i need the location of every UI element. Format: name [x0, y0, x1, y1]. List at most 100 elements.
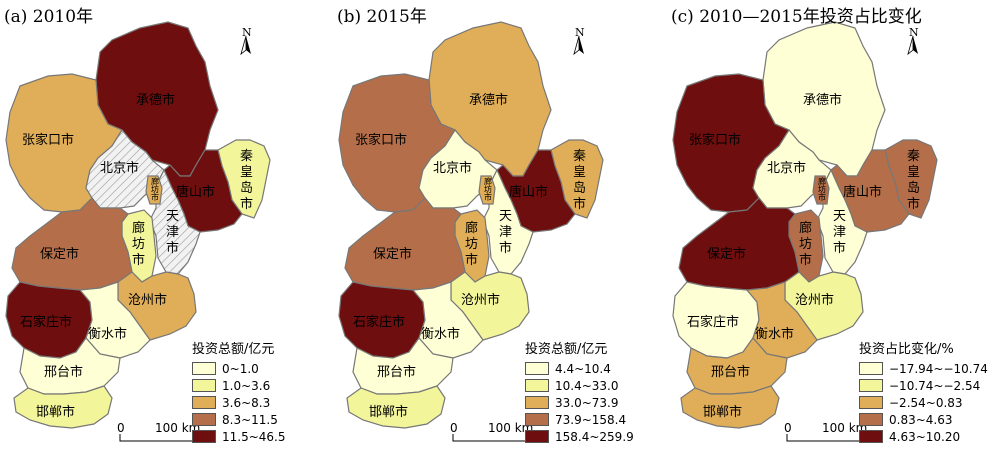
label-tianjin: 天津市 [166, 209, 179, 256]
label-hengshui: 衡水市 [755, 326, 794, 342]
legend: 投资占比变化/% −17.94~−10.74 −10.74~−2.54 −2.5… [859, 338, 988, 445]
label-chengde: 承德市 [469, 92, 508, 108]
legend-swatch [859, 379, 883, 392]
legend-item: 33.0~73.9 [525, 394, 634, 411]
legend-label: 0~1.0 [222, 361, 259, 376]
label-beijing: 北京市 [767, 160, 806, 176]
label-langfang: 廊坊市 [799, 220, 812, 268]
label-tangshan: 唐山市 [509, 184, 548, 200]
legend-item: 4.4~10.4 [525, 360, 634, 377]
label-beijing: 北京市 [100, 160, 139, 176]
legend-item: 73.9~158.4 [525, 411, 634, 428]
region-langfang-north [145, 175, 163, 205]
label-langfang: 廊坊市 [465, 220, 478, 268]
legend-label: 73.9~158.4 [555, 412, 627, 427]
label-tangshan: 唐山市 [843, 184, 882, 200]
legend-item: −2.54~0.83 [859, 394, 988, 411]
region-beijing [752, 128, 832, 209]
label-langfang: 廊坊市 [132, 220, 145, 268]
region-beijing [85, 128, 165, 209]
panel-title: (c) 2010—2015年投资占比变化 [671, 7, 922, 27]
legend-swatch [192, 379, 216, 392]
legend-item: 1.0~3.6 [192, 377, 286, 394]
legend-swatch [192, 362, 216, 375]
legend-item: 8.3~11.5 [192, 411, 286, 428]
label-tianjin: 天津市 [833, 209, 846, 256]
legend-title: 投资总额/亿元 [525, 342, 608, 357]
legend-label: 4.63~10.20 [889, 429, 961, 444]
legend-label: 1.0~3.6 [222, 378, 271, 393]
legend-item: −17.94~−10.74 [859, 360, 988, 377]
region-tianjin [482, 168, 534, 275]
label-qinhuangdao: 秦皇岛市 [573, 149, 586, 212]
region-baoding [344, 197, 466, 291]
legend-item: 3.6~8.3 [192, 394, 286, 411]
legend-label: −2.54~0.83 [889, 395, 963, 410]
legend-item: 0~1.0 [192, 360, 286, 377]
region-handan [13, 385, 113, 429]
legend-swatch [525, 362, 549, 375]
scale-distance: 100 km [488, 421, 534, 435]
scale-zero: 0 [117, 421, 125, 435]
legend-swatch [525, 413, 549, 426]
label-hengshui: 衡水市 [421, 326, 460, 342]
region-beijing [418, 128, 498, 209]
north-arrow-icon: N [904, 26, 922, 56]
legend-swatch [859, 413, 883, 426]
legend-swatch [192, 396, 216, 409]
map-panel-1: 承德市 张家口市 北京市 唐山市 保定市 沧州市 石家庄市 衡水市 邢台市 邯郸… [0, 0, 333, 451]
legend-label: 10.4~33.0 [555, 378, 619, 393]
label-chengde: 承德市 [803, 92, 842, 108]
region-baoding [678, 197, 800, 291]
scale-zero: 0 [450, 421, 458, 435]
region-tianjin [149, 168, 201, 275]
region-hengshui [745, 281, 818, 359]
region-hengshui [411, 281, 484, 359]
panel-title: (b) 2015年 [337, 7, 427, 27]
label-baoding: 保定市 [373, 246, 412, 262]
legend-label: −10.74~−2.54 [889, 378, 981, 393]
label-handan: 邯郸市 [36, 404, 75, 420]
region-langfang-north [812, 175, 830, 205]
legend-swatch [859, 362, 883, 375]
region-handan [346, 385, 446, 429]
label-baoding: 保定市 [707, 246, 746, 262]
label-tianjin: 天津市 [499, 209, 512, 256]
province-map: 承德市 张家口市 北京市 唐山市 保定市 沧州市 石家庄市 衡水市 邢台市 邯郸… [5, 21, 271, 429]
label-zhangjiakou: 张家口市 [689, 132, 741, 148]
province-map: 承德市 张家口市 北京市 唐山市 保定市 沧州市 石家庄市 衡水市 邢台市 邯郸… [338, 21, 604, 429]
legend: 投资总额/亿元 4.4~10.4 10.4~33.0 33.0~73.9 73.… [525, 338, 634, 445]
map-panel-3: 承德市 张家口市 北京市 唐山市 保定市 沧州市 石家庄市 衡水市 邢台市 邯郸… [667, 0, 1000, 451]
legend-swatch [525, 396, 549, 409]
legend-label: 4.4~10.4 [555, 361, 611, 376]
label-tangshan: 唐山市 [176, 184, 215, 200]
north-arrow-icon: N [570, 26, 588, 56]
legend-item: 10.4~33.0 [525, 377, 634, 394]
label-zhangjiakou: 张家口市 [22, 132, 74, 148]
legend-label: 158.4~259.9 [555, 429, 634, 444]
legend-swatch [525, 379, 549, 392]
legend-swatch [192, 413, 216, 426]
label-handan: 邯郸市 [369, 404, 408, 420]
province-map: 承德市 张家口市 北京市 唐山市 保定市 沧州市 石家庄市 衡水市 邢台市 邯郸… [672, 21, 938, 429]
panel-title: (a) 2010年 [4, 7, 94, 27]
label-shijiazhuang: 石家庄市 [687, 314, 739, 330]
label-shijiazhuang: 石家庄市 [353, 314, 405, 330]
legend-item: 158.4~259.9 [525, 428, 634, 445]
legend-swatch [525, 430, 549, 443]
legend-swatch [192, 430, 216, 443]
legend: 投资总额/亿元 0~1.0 1.0~3.6 3.6~8.3 8.3~11.5 1… [192, 338, 286, 445]
label-beijing: 北京市 [433, 160, 472, 176]
legend-title: 投资总额/亿元 [192, 342, 275, 357]
legend-label: 3.6~8.3 [222, 395, 271, 410]
label-cangzhou: 沧州市 [795, 292, 834, 308]
legend-label: 11.5~46.5 [222, 429, 286, 444]
legend-label: 0.83~4.63 [889, 412, 953, 427]
scale-distance: 100 km [155, 421, 201, 435]
label-xingtai: 邢台市 [711, 364, 750, 380]
label-qinhuangdao: 秦皇岛市 [240, 149, 253, 212]
label-zhangjiakou: 张家口市 [355, 132, 407, 148]
legend-label: 8.3~11.5 [222, 412, 278, 427]
label-shijiazhuang: 石家庄市 [20, 314, 72, 330]
legend-title: 投资占比变化/% [859, 342, 954, 357]
